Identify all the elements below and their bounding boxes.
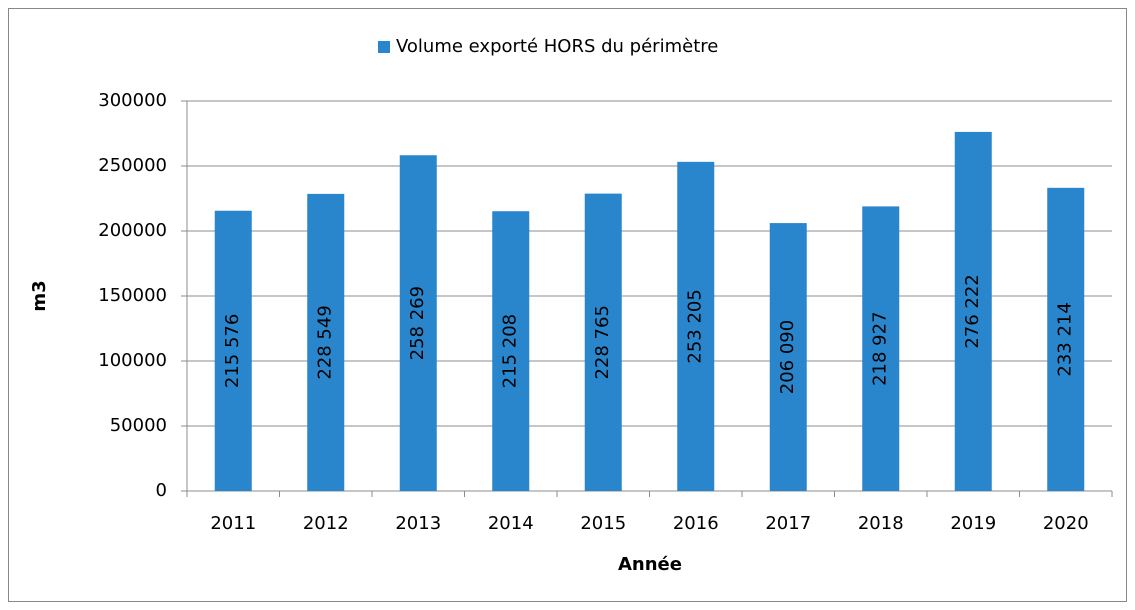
x-tick-label: 2011 [210, 513, 256, 534]
data-label: 215 576 [222, 314, 243, 388]
data-label: 258 269 [407, 286, 428, 360]
legend-swatch [378, 41, 390, 53]
y-tick-label: 250000 [98, 155, 167, 176]
data-label: 228 765 [592, 305, 613, 379]
y-tick-label: 0 [156, 480, 167, 501]
bar [399, 155, 437, 491]
x-tick-label: 2016 [673, 513, 719, 534]
y-axis-title: m3 [29, 280, 50, 311]
bar [862, 206, 900, 491]
y-tick-label: 150000 [98, 285, 167, 306]
bar [1047, 187, 1085, 492]
legend-label: Volume exporté HORS du périmètre [396, 36, 718, 57]
x-tick-label: 2019 [950, 513, 996, 534]
bar [769, 223, 807, 491]
y-tick-label: 100000 [98, 350, 167, 371]
y-tick-label: 50000 [110, 415, 167, 436]
bar [954, 131, 992, 491]
x-tick-label: 2013 [395, 513, 441, 534]
x-tick-label: 2014 [488, 513, 534, 534]
y-tick-label: 200000 [98, 220, 167, 241]
x-tick-label: 2012 [303, 513, 349, 534]
data-label: 215 208 [500, 314, 521, 388]
data-label: 218 927 [870, 311, 891, 385]
data-label: 253 205 [685, 289, 706, 363]
data-label: 276 222 [962, 274, 983, 348]
bar [677, 161, 715, 491]
x-axis-title: Année [618, 554, 682, 575]
bar [492, 211, 530, 491]
x-tick-label: 2017 [765, 513, 811, 534]
x-tick-label: 2020 [1043, 513, 1089, 534]
x-tick-label: 2018 [858, 513, 904, 534]
data-label: 233 214 [1055, 302, 1076, 376]
data-label: 228 549 [315, 305, 336, 379]
bar [584, 193, 622, 491]
data-label: 206 090 [777, 320, 798, 394]
y-tick-label: 300000 [98, 90, 167, 111]
bar [214, 210, 252, 491]
bar [307, 193, 345, 492]
x-tick-label: 2015 [580, 513, 626, 534]
chart-border [8, 8, 1127, 602]
